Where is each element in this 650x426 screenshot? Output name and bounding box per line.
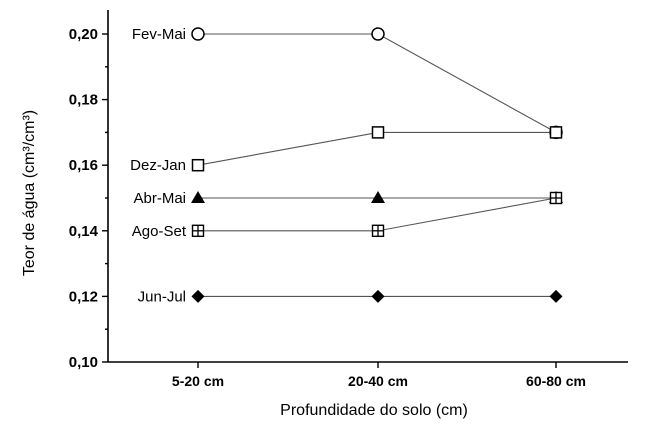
series-ago-set: Ago-Set bbox=[132, 191, 563, 240]
x-tick-label: 5-20 cm bbox=[172, 373, 224, 389]
y-tick-label: 0,18 bbox=[69, 92, 98, 109]
y-tick-label: 0,16 bbox=[69, 157, 98, 174]
data-point bbox=[191, 27, 205, 41]
series-label: Fev-Mai bbox=[132, 26, 186, 43]
data-point bbox=[549, 289, 563, 303]
data-point bbox=[371, 27, 385, 41]
data-point bbox=[191, 224, 205, 238]
y-tick-label: 0,10 bbox=[69, 354, 98, 371]
y-tick-label: 0,14 bbox=[69, 223, 99, 240]
series-jun-jul: Jun-Jul bbox=[138, 288, 563, 305]
y-tick-label: 0,12 bbox=[69, 288, 98, 305]
data-point bbox=[191, 289, 205, 303]
data-point bbox=[371, 126, 385, 139]
series-layer: Fev-Mai Dez-Jan Abr-Mai Ago-Set Jun-Jul bbox=[130, 26, 563, 305]
y-axis-title: Teor de água (cm³/cm³) bbox=[21, 110, 38, 276]
y-tick-label: 0,20 bbox=[69, 26, 98, 43]
y-ticks: 0,10 0,12 0,14 0,16 0,18 0,20 bbox=[69, 26, 108, 371]
series-dez-jan: Dez-Jan bbox=[130, 126, 563, 174]
data-point bbox=[371, 224, 385, 238]
x-tick-label: 60-80 cm bbox=[526, 373, 586, 389]
data-point bbox=[549, 191, 563, 205]
series-abr-mai: Abr-Mai bbox=[133, 190, 563, 207]
series-line bbox=[198, 33, 557, 133]
x-tick-label: 20-40 cm bbox=[348, 373, 408, 389]
data-point bbox=[191, 158, 205, 172]
axes bbox=[107, 10, 628, 363]
data-point bbox=[549, 126, 563, 139]
series-label: Abr-Mai bbox=[133, 190, 186, 207]
series-label: Jun-Jul bbox=[138, 288, 186, 305]
series-label: Dez-Jan bbox=[130, 157, 186, 174]
x-ticks: 5-20 cm 20-40 cm 60-80 cm bbox=[172, 362, 586, 389]
data-point bbox=[191, 191, 205, 203]
data-point bbox=[371, 289, 385, 303]
data-point bbox=[371, 191, 385, 203]
series-fev-mai: Fev-Mai bbox=[132, 26, 563, 140]
x-axis-title: Profundidade do solo (cm) bbox=[280, 402, 468, 419]
series-label: Ago-Set bbox=[132, 223, 187, 240]
